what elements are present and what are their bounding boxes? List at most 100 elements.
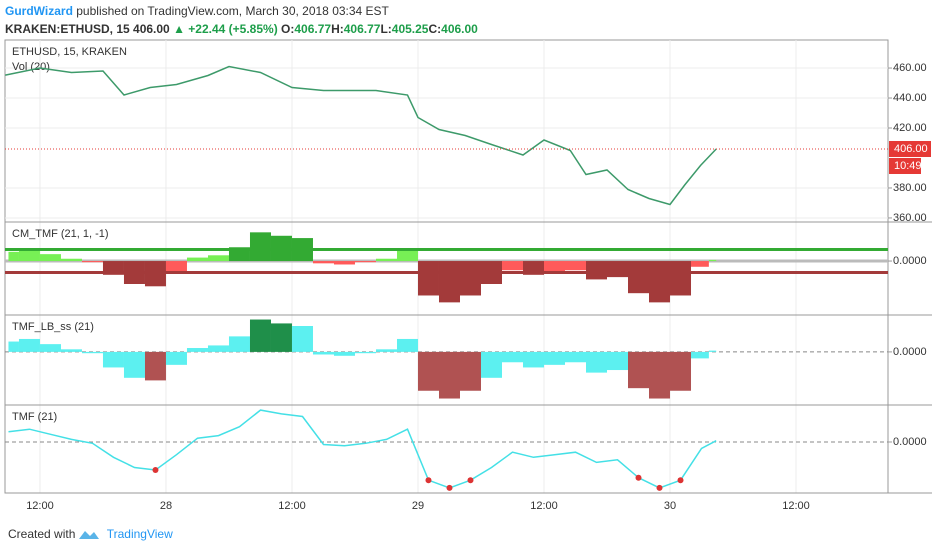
y-tick-label: 420.00 (893, 122, 927, 134)
area-column (628, 261, 650, 294)
area-column (60, 258, 82, 262)
x-tick-label: 12:00 (530, 500, 558, 512)
ohlc-label: H: (331, 22, 344, 36)
x-tick-label: 30 (664, 500, 676, 512)
area-column (354, 261, 376, 263)
change: ▲ +22.44 (+5.85%) (173, 22, 278, 36)
area-column (607, 261, 629, 278)
y-tick-label: 0.0000 (893, 346, 927, 358)
area-column (39, 344, 61, 352)
published: published on TradingView.com, March 30, … (76, 4, 389, 18)
price-tag (889, 140, 931, 157)
ohlc-value: 405.25 (391, 22, 429, 36)
signal-dot (635, 474, 642, 481)
area-column (438, 351, 460, 399)
area-column (144, 351, 166, 381)
area-column (228, 336, 250, 352)
publish-line: GurdWizard published on TradingView.com,… (5, 4, 389, 18)
area-column (165, 261, 187, 273)
area-column (501, 351, 523, 363)
symbol-line: KRAKEN:ETHUSD, 15 406.00 ▲ +22.44 (+5.85… (5, 22, 478, 36)
area-column (543, 261, 565, 273)
ohlc-label: O: (281, 22, 295, 36)
panel-subtitle: Vol (20) (12, 61, 50, 73)
countdown-tag (889, 157, 921, 174)
area-column (123, 351, 145, 378)
area-column (333, 351, 355, 356)
panel-title: TMF (21) (12, 411, 57, 423)
area-column (417, 351, 439, 391)
area-column (186, 348, 208, 352)
area-column (186, 257, 208, 262)
area-column (333, 261, 355, 265)
x-tick-label: 29 (412, 500, 424, 512)
x-tick-label: 12:00 (26, 500, 54, 512)
panel-title: CM_TMF (21, 1, -1) (12, 228, 109, 240)
price-tag-label: 406.00 (894, 143, 928, 155)
area-column (60, 349, 82, 352)
countdown-label: 10:49 (894, 160, 922, 172)
area-column (670, 351, 692, 391)
area-column (18, 249, 40, 262)
area-column (396, 338, 418, 352)
area-column (459, 261, 481, 296)
ohlc-value: 406.77 (343, 22, 381, 36)
series-line (8, 409, 717, 489)
signal-dot (446, 484, 453, 491)
area-column (607, 351, 629, 371)
area-column (249, 319, 271, 352)
created: Created with (8, 527, 76, 541)
area-column (564, 261, 587, 271)
footer: Created with TradingView (8, 527, 173, 541)
area-column (102, 351, 124, 368)
signal-dot (656, 484, 663, 491)
area-column (18, 338, 40, 352)
area-column (480, 351, 502, 378)
area-column (249, 232, 271, 262)
signal-dot (425, 477, 432, 484)
x-tick-label: 28 (160, 500, 172, 512)
area-column (417, 261, 439, 296)
area-column (312, 351, 334, 355)
area-column (81, 351, 103, 354)
area-column (396, 249, 418, 262)
area-column (354, 351, 376, 354)
area-column (649, 261, 671, 303)
area-column (39, 254, 61, 262)
y-tick-label: 380.00 (893, 182, 927, 194)
area-column (708, 259, 717, 262)
area-column (708, 350, 717, 352)
area-column (270, 323, 292, 352)
area-column (165, 351, 187, 365)
brand[interactable]: TradingView (106, 527, 173, 541)
series-line (5, 65, 717, 206)
area-column (8, 251, 19, 262)
area-column (291, 326, 313, 352)
area-column (207, 255, 229, 262)
author[interactable]: GurdWizard (5, 4, 73, 18)
area-column (375, 258, 397, 262)
x-tick-label: 12:00 (278, 500, 306, 512)
price: 406.00 (133, 22, 170, 36)
ohlc-value: 406.00 (441, 22, 478, 36)
ohlc: O:406.77H:406.77L:405.25C:406.00 (281, 22, 478, 36)
area-column (501, 261, 523, 271)
y-tick-label: 360.00 (893, 212, 927, 224)
ohlc-label: L: (380, 22, 392, 36)
ohlc-value: 406.77 (294, 22, 332, 36)
signal-dot (152, 467, 159, 474)
area-column (459, 351, 481, 391)
area-column (691, 351, 709, 359)
panel-title: TMF_LB_ss (21) (12, 321, 94, 333)
area-column (207, 345, 229, 352)
signal-dot (467, 477, 474, 484)
area-column (8, 341, 19, 352)
y-tick-label: 440.00 (893, 92, 927, 104)
area-column (628, 351, 650, 389)
y-tick-label: 0.0000 (893, 436, 927, 448)
area-column (691, 261, 709, 267)
area-column (586, 351, 608, 373)
y-tick-label: 460.00 (893, 62, 927, 74)
